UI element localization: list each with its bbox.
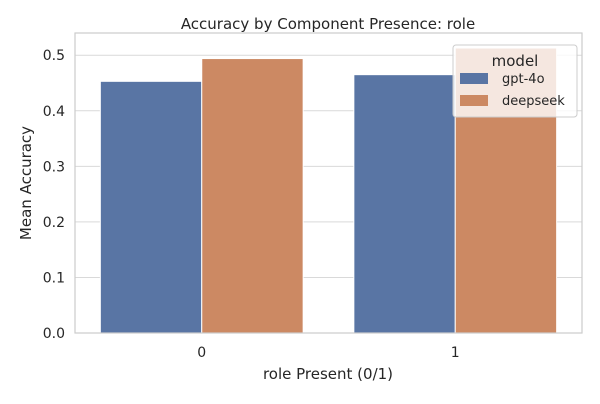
- y-tick-label: 0.0: [43, 326, 65, 342]
- bar-deepseek-0: [201, 58, 304, 334]
- chart-title: Accuracy by Component Presence: role: [181, 15, 475, 33]
- y-tick-label: 0.5: [43, 48, 65, 64]
- y-tick-label: 0.2: [43, 215, 65, 231]
- y-tick-labels: 0.0 0.1 0.2 0.3 0.4 0.5: [43, 48, 65, 342]
- plot-frame: [74, 32, 583, 334]
- y-tick-label: 0.4: [43, 104, 65, 120]
- bar-gpt-4o-1: [353, 74, 456, 334]
- legend-label-deepseek: deepseek: [502, 94, 565, 109]
- legend-title: model: [492, 52, 539, 70]
- legend-items: gpt-4o deepseek: [460, 72, 565, 109]
- legend-label-gpt-4o: gpt-4o: [502, 72, 545, 87]
- y-tick-label: 0.3: [43, 159, 65, 175]
- legend-swatch-deepseek: [460, 95, 488, 106]
- bar-gpt-4o-0: [99, 80, 203, 334]
- x-tick-label: 0: [197, 345, 206, 361]
- legend-swatch-gpt-4o: [460, 73, 488, 84]
- legend: model gpt-4o deepseek: [452, 44, 578, 118]
- x-axis-label: role Present (0/1): [263, 365, 393, 383]
- y-tick-label: 0.1: [43, 270, 65, 286]
- y-axis-label: Mean Accuracy: [17, 126, 35, 240]
- x-tick-label: 1: [451, 345, 460, 361]
